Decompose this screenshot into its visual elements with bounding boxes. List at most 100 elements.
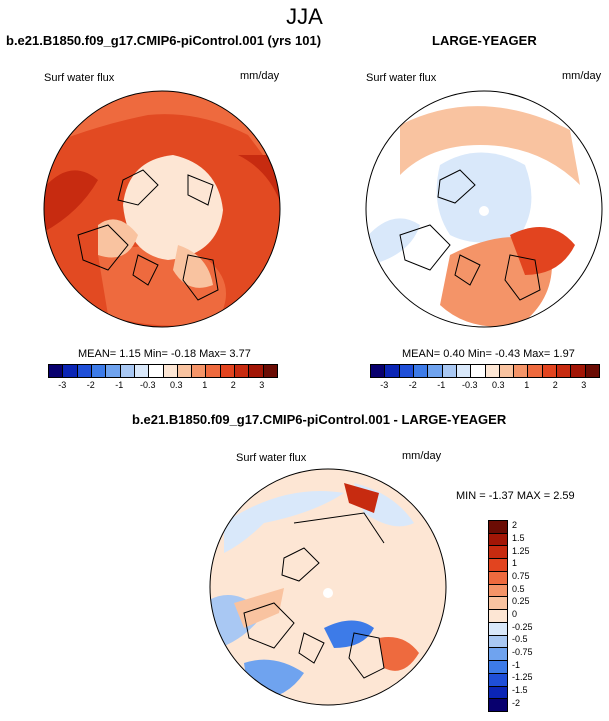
panel3-map-border bbox=[209, 468, 447, 706]
colorbar-swatch bbox=[484, 365, 499, 377]
panel2-colorbar-ticks: -3 -2 -1 -0.3 0.3 1 2 3 bbox=[370, 378, 600, 392]
panel3-stats: MIN = -1.37 MAX = 2.59 bbox=[456, 490, 575, 502]
colorbar-swatch bbox=[90, 365, 106, 377]
panel2-max-label: Max= bbox=[523, 348, 551, 360]
colorbar-swatch bbox=[470, 365, 485, 377]
colorbar-tick-label: 2 bbox=[512, 520, 518, 531]
panel3-min-value: -1.37 bbox=[488, 490, 514, 502]
panel2-field-atlantic bbox=[510, 227, 575, 275]
panel2-stats: MEAN= 0.40 Min= -0.43 Max= 1.97 bbox=[402, 348, 575, 360]
panel1-units: mm/day bbox=[240, 70, 280, 82]
colorbar-tick-label: -0.3 bbox=[461, 380, 478, 390]
colorbar-tick-label: -3 bbox=[58, 380, 67, 390]
colorbar-swatch bbox=[489, 532, 507, 546]
colorbar-swatch bbox=[489, 672, 507, 686]
colorbar-tick-label: 1 bbox=[524, 380, 530, 390]
colorbar-tick-label: -0.75 bbox=[512, 647, 533, 657]
colorbar-swatch bbox=[133, 365, 149, 377]
colorbar-swatch bbox=[162, 365, 177, 377]
panel3-map bbox=[209, 468, 447, 706]
colorbar-swatch bbox=[176, 365, 192, 377]
panel1-field-arctic bbox=[123, 155, 223, 260]
colorbar-tick-label: 1 bbox=[202, 380, 208, 390]
colorbar-swatch bbox=[412, 365, 428, 377]
panel2-coastlines bbox=[399, 169, 541, 301]
panel1-max-label: Max= bbox=[199, 348, 227, 360]
colorbar-tick-label: -0.3 bbox=[139, 380, 156, 390]
colorbar-tick-label: -1 bbox=[512, 659, 521, 670]
panel1-mean-value: 1.15 bbox=[119, 348, 141, 360]
panel3-field-red-north bbox=[344, 483, 379, 513]
panel3-colorbar-swatches bbox=[488, 520, 508, 712]
colorbar-tick-label: -0.5 bbox=[512, 634, 528, 645]
panel1-mean-label: MEAN= bbox=[78, 348, 117, 360]
panel2-field-arctic bbox=[436, 152, 532, 243]
colorbar-swatch bbox=[49, 365, 63, 377]
colorbar-swatch bbox=[441, 365, 456, 377]
colorbar-swatch bbox=[76, 365, 91, 377]
panel3-colorbar-ticks: 2 1.5 1.25 1 0.75 0.5 0.25 0 -0.25 -0.5 -0.75 -1 -1.… bbox=[512, 520, 552, 712]
panel3-units: mm/day bbox=[402, 450, 442, 462]
colorbar-tick-label: 0.5 bbox=[512, 583, 525, 594]
panel1-field-canada bbox=[98, 219, 138, 258]
panel2-units: mm/day bbox=[562, 70, 602, 82]
colorbar-tick-label: -2 bbox=[512, 697, 521, 708]
panel3-colorbar: 2 1.5 1.25 1 0.75 0.5 0.25 0 -0.25 -0.5 -0.75 -1 -1.… bbox=[488, 520, 533, 712]
panel2-min-value: -0.43 bbox=[494, 348, 521, 360]
colorbar-swatch bbox=[455, 365, 471, 377]
panel2-mean-label: MEAN= bbox=[402, 348, 441, 360]
colorbar-tick-label: 0.75 bbox=[512, 571, 530, 581]
panel2-title: LARGE-YEAGER bbox=[432, 33, 537, 48]
page-title: JJA bbox=[286, 4, 323, 29]
panel3-field-blue-north bbox=[224, 491, 344, 553]
colorbar-swatch bbox=[489, 583, 507, 597]
colorbar-swatch bbox=[489, 698, 507, 712]
panel3-field-red-east bbox=[379, 637, 419, 671]
panel2-colorbar-swatches bbox=[370, 364, 600, 378]
colorbar-swatch bbox=[262, 365, 277, 377]
colorbar-swatch bbox=[105, 365, 120, 377]
panel1-coastlines bbox=[77, 169, 219, 301]
panel1-title: b.e21.B1850.f09_g17.CMIP6-piControl.001 … bbox=[6, 33, 322, 48]
panel3-max-label: MAX = bbox=[516, 490, 551, 502]
panel3-coastlines bbox=[243, 512, 385, 679]
colorbar-tick-label: -3 bbox=[380, 380, 389, 390]
colorbar-swatch bbox=[498, 365, 514, 377]
colorbar-swatch bbox=[384, 365, 399, 377]
colorbar-tick-label: -0.25 bbox=[512, 621, 533, 632]
panel2-colorbar: -3 -2 -1 -0.3 0.3 1 2 3 bbox=[370, 364, 600, 392]
colorbar-swatch bbox=[489, 521, 507, 533]
colorbar-tick-label: 0.3 bbox=[491, 380, 505, 390]
colorbar-swatch bbox=[371, 365, 385, 377]
colorbar-tick-label: 1.5 bbox=[512, 533, 525, 543]
panel2-map-border bbox=[365, 90, 603, 328]
panel1-map bbox=[43, 90, 281, 328]
panel2-min-label: Min= bbox=[467, 348, 492, 360]
colorbar-swatch bbox=[556, 365, 571, 377]
panel1-colorbar-ticks: -3 -2 -1 -0.3 0.3 1 2 3 bbox=[48, 378, 278, 392]
colorbar-swatch bbox=[248, 365, 263, 377]
colorbar-swatch bbox=[527, 365, 542, 377]
colorbar-tick-label: -2 bbox=[408, 380, 417, 390]
colorbar-swatch bbox=[513, 365, 528, 377]
panel3-field-pole bbox=[323, 588, 333, 598]
colorbar-swatch bbox=[489, 660, 507, 673]
panel1-field-high-west bbox=[44, 170, 98, 235]
colorbar-swatch bbox=[234, 365, 249, 377]
panel2-max-value: 1.97 bbox=[553, 348, 575, 360]
panel1-field-band bbox=[48, 91, 278, 175]
colorbar-tick-label: 0.3 bbox=[169, 380, 183, 390]
colorbar-swatch bbox=[191, 365, 206, 377]
panel1-stats: MEAN= 1.15 Min= -0.18 Max= 3.77 bbox=[78, 348, 251, 360]
colorbar-tick-label: -1.5 bbox=[512, 685, 528, 695]
colorbar-tick-label: 3 bbox=[581, 380, 587, 390]
colorbar-swatch bbox=[489, 647, 507, 661]
colorbar-tick-label: -1 bbox=[437, 380, 446, 390]
colorbar-swatch bbox=[584, 365, 599, 377]
colorbar-tick-label: 2 bbox=[230, 380, 236, 390]
colorbar-swatch bbox=[489, 621, 507, 635]
colorbar-swatch bbox=[148, 365, 163, 377]
panel1-colorbar: -3 -2 -1 -0.3 0.3 1 2 3 bbox=[48, 364, 278, 392]
panel1-map-border bbox=[43, 90, 281, 328]
colorbar-tick-label: -2 bbox=[86, 380, 95, 390]
